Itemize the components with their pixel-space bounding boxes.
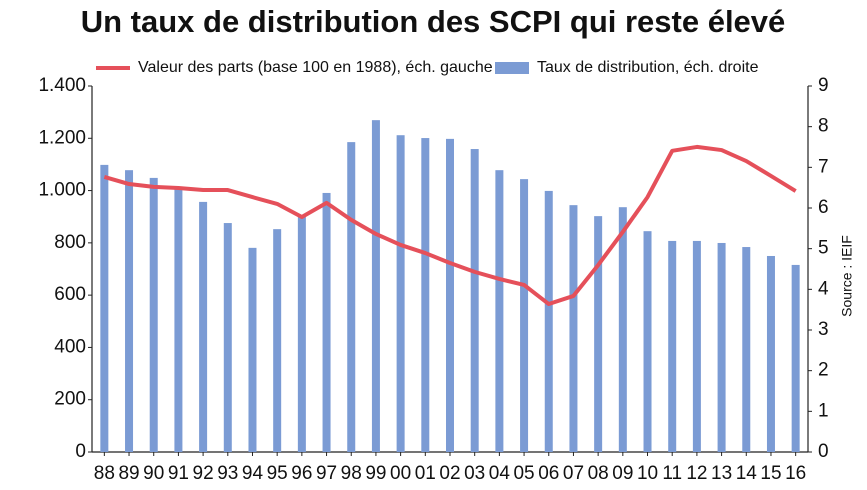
y-tick-label: 1.000 xyxy=(38,180,86,201)
x-tick-label: 88 xyxy=(94,463,115,484)
bar xyxy=(100,164,109,453)
legend-label: Taux de distribution, éch. droite xyxy=(537,59,759,76)
bar xyxy=(248,247,257,452)
x-tick-label: 12 xyxy=(686,463,707,484)
x-tick-label: 97 xyxy=(316,463,337,484)
x-tick-label: 96 xyxy=(291,463,312,484)
bar xyxy=(569,205,578,452)
x-tick-label: 91 xyxy=(168,463,189,484)
y-tick-label: 800 xyxy=(54,232,86,253)
y-tick-label: 1.200 xyxy=(38,127,86,148)
x-tick-label: 99 xyxy=(365,463,386,484)
chart-title: Un taux de distribution des SCPI qui res… xyxy=(81,4,786,39)
x-tick-label: 93 xyxy=(217,463,238,484)
x-tick-label: 14 xyxy=(736,463,758,484)
bar xyxy=(446,138,454,452)
y2-tick-label: 2 xyxy=(818,360,829,381)
y2-tick-label: 9 xyxy=(818,75,829,96)
bar xyxy=(347,142,356,452)
x-tick-label: 01 xyxy=(415,463,436,484)
y-tick-label: 600 xyxy=(54,284,86,305)
bar xyxy=(643,231,652,452)
x-tick-label: 92 xyxy=(193,463,214,484)
bar xyxy=(544,190,553,453)
x-tick-label: 15 xyxy=(760,463,781,484)
y2-tick-label: 1 xyxy=(818,400,829,421)
x-tick-label: 95 xyxy=(267,463,288,484)
x-tick-label: 00 xyxy=(390,463,411,484)
y2-tick-label: 4 xyxy=(818,278,829,299)
bar xyxy=(470,149,479,453)
x-tick-label: 02 xyxy=(439,463,460,484)
bar xyxy=(371,120,380,452)
y2-tick-label: 5 xyxy=(818,238,829,259)
x-tick-label: 98 xyxy=(341,463,362,484)
x-tick-label: 04 xyxy=(489,463,511,484)
x-tick-label: 90 xyxy=(143,463,164,484)
source: Source : IEIF xyxy=(839,235,855,317)
y2-tick-label: 6 xyxy=(818,197,829,218)
y-tick-label: 1.400 xyxy=(38,75,86,96)
bar xyxy=(791,264,800,452)
y-tick-label: 200 xyxy=(54,389,86,410)
y-tick-label: 400 xyxy=(54,336,86,357)
bar xyxy=(742,247,751,452)
x-tick-label: 94 xyxy=(242,463,264,484)
bar xyxy=(223,223,232,452)
bar xyxy=(717,242,726,452)
bar xyxy=(421,138,430,452)
x-tick-label: 05 xyxy=(513,463,534,484)
line xyxy=(103,144,797,307)
x-tick-label: 09 xyxy=(612,463,633,484)
bar xyxy=(149,177,158,452)
bar xyxy=(199,201,208,452)
bar xyxy=(495,170,504,452)
bar xyxy=(297,216,306,452)
bar xyxy=(618,207,627,452)
bar xyxy=(174,187,183,452)
x-tick-label: 07 xyxy=(563,463,584,484)
y-tick-label: 0 xyxy=(75,441,86,462)
bar xyxy=(396,135,405,452)
y2-tick-label: 7 xyxy=(818,156,829,177)
bar xyxy=(520,179,529,453)
y2-tick-label: 3 xyxy=(818,319,829,340)
bar xyxy=(692,240,701,452)
legend-label: Valeur des parts (base 100 en 1988), éch… xyxy=(138,59,493,76)
x-tick-label: 06 xyxy=(538,463,559,484)
x-tick-label: 89 xyxy=(118,463,139,484)
x-tick-label: 08 xyxy=(588,463,609,484)
bar xyxy=(322,192,331,452)
bar xyxy=(594,216,603,452)
x-tick-label: 13 xyxy=(711,463,732,484)
bar xyxy=(668,240,677,452)
legend-swatch xyxy=(495,62,529,74)
y2-tick-label: 8 xyxy=(818,116,829,137)
bar xyxy=(766,255,775,452)
x-tick-label: 10 xyxy=(637,463,658,484)
y2-tick-label: 0 xyxy=(818,441,829,462)
x-tick-label: 03 xyxy=(464,463,485,484)
bar xyxy=(273,229,282,452)
bar xyxy=(125,170,134,452)
x-tick-label: 11 xyxy=(662,463,682,484)
x-tick-label: 16 xyxy=(785,463,806,484)
